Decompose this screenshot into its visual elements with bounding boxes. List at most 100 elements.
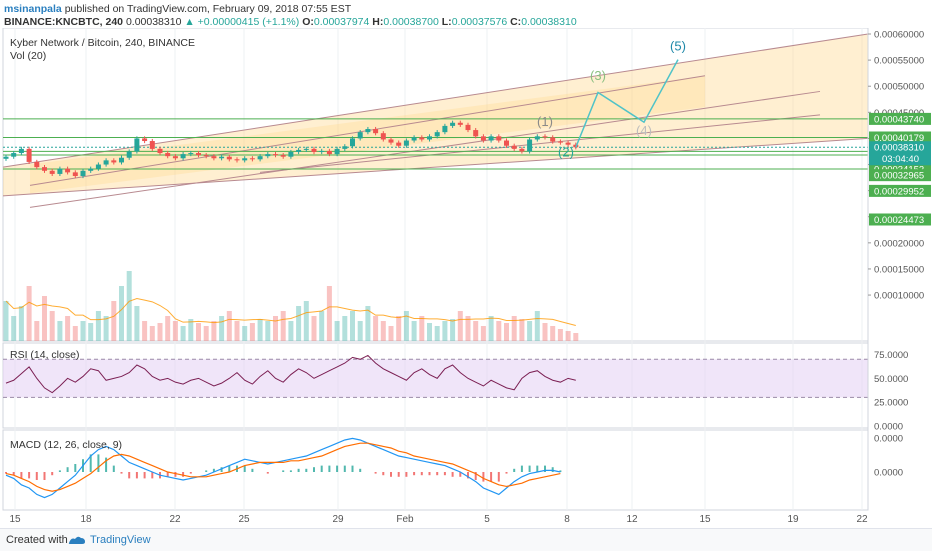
volume-bar bbox=[265, 321, 271, 341]
volume-bar bbox=[434, 326, 440, 341]
wave-label: (3) bbox=[590, 68, 606, 83]
volume-bar bbox=[142, 321, 148, 341]
volume-bar bbox=[319, 311, 325, 341]
volume-bar bbox=[180, 326, 186, 341]
candle-body bbox=[11, 153, 17, 157]
tradingview-brand-link[interactable]: TradingView bbox=[90, 534, 151, 546]
candle-body bbox=[365, 129, 371, 133]
candle-body bbox=[18, 148, 24, 154]
candle-body bbox=[380, 133, 386, 140]
time-axis-label: 15 bbox=[699, 514, 711, 525]
volume-title: Vol (20) bbox=[10, 50, 46, 62]
candle-body bbox=[172, 156, 178, 159]
time-axis-label: 15 bbox=[9, 514, 21, 525]
candle-body bbox=[303, 148, 309, 150]
rsi-axis-label: 0.0000 bbox=[874, 422, 903, 433]
price-tick-label: 0.00050000 bbox=[874, 82, 924, 93]
candle-body bbox=[542, 136, 548, 138]
candle-body bbox=[34, 161, 40, 168]
candle-body bbox=[334, 148, 340, 155]
level-label: 0.00043740 bbox=[874, 114, 924, 125]
low-label: L: bbox=[441, 16, 452, 28]
candle-body bbox=[550, 137, 556, 142]
footer-bar: Created with TradingView bbox=[0, 528, 932, 551]
candle-body bbox=[242, 158, 248, 161]
current-price-label: 0.00038310 bbox=[874, 143, 924, 154]
macd-title: MACD (12, 26, close, 9) bbox=[10, 439, 122, 451]
candle-body bbox=[388, 139, 394, 143]
chart-canvas[interactable]: (1) (2) (3) (4) (5) 0.00060000 0.00055000 0.00… bbox=[0, 28, 932, 528]
level-label-box bbox=[869, 213, 931, 226]
candle-body bbox=[95, 164, 101, 169]
candle-body bbox=[465, 124, 471, 131]
wave-label: (2) bbox=[558, 145, 574, 160]
time-axis-label: 25 bbox=[238, 514, 250, 525]
volume-bar bbox=[165, 316, 171, 341]
volume-bar bbox=[403, 311, 409, 341]
volume-bar bbox=[457, 311, 463, 341]
volume-bar bbox=[565, 331, 571, 341]
volume-bar bbox=[473, 321, 479, 341]
macd-line bbox=[5, 437, 561, 499]
level-label: 0.00024473 bbox=[874, 215, 924, 226]
last-price: 0.00038310 bbox=[125, 16, 182, 28]
high-value: 0.00038700 bbox=[383, 16, 439, 28]
volume-bar bbox=[504, 323, 509, 341]
symbol-label: BINANCE:KNCBTC, 240 bbox=[4, 16, 124, 28]
volume-bar bbox=[234, 321, 240, 341]
volume-bar bbox=[411, 321, 417, 341]
candle-body bbox=[72, 172, 78, 177]
author-link[interactable]: msinanpala bbox=[4, 3, 62, 15]
created-with-text: Created with bbox=[6, 534, 68, 546]
candle-body bbox=[88, 168, 94, 171]
volume-bar bbox=[557, 329, 563, 341]
volume-bar bbox=[519, 319, 525, 341]
candle-body bbox=[273, 154, 278, 156]
chart-header: msinanpala published on TradingView.com,… bbox=[0, 0, 932, 28]
rsi-title: RSI (14, close) bbox=[10, 349, 79, 361]
candle-body bbox=[119, 157, 124, 163]
publish-line: msinanpala published on TradingView.com,… bbox=[4, 3, 351, 15]
price-tick-label: 0.00060000 bbox=[874, 30, 924, 41]
candle-body bbox=[527, 139, 533, 152]
volume-bar bbox=[80, 321, 86, 341]
volume-bar bbox=[57, 321, 63, 341]
candle-body bbox=[249, 158, 255, 160]
candle-body bbox=[434, 132, 440, 137]
high-label: H: bbox=[372, 16, 384, 28]
volume-bar bbox=[249, 323, 255, 341]
volume-bar bbox=[450, 319, 456, 341]
price-tick-label: 0.00015000 bbox=[874, 264, 924, 275]
price-tick-label: 0.00055000 bbox=[874, 56, 924, 67]
candle-body bbox=[504, 140, 509, 146]
candle-body bbox=[134, 138, 140, 152]
open-label: O: bbox=[302, 16, 314, 28]
volume-bar bbox=[380, 321, 386, 341]
volume-bar bbox=[527, 321, 533, 341]
time-axis-label: 22 bbox=[856, 514, 868, 525]
macd-axis-label: 0.0000 bbox=[874, 468, 903, 479]
inner-channel bbox=[30, 75, 705, 194]
volume-bar bbox=[311, 316, 317, 341]
candle-body bbox=[319, 150, 325, 152]
time-axis-label: 8 bbox=[564, 514, 570, 525]
ohlc-line: BINANCE:KNCBTC, 240 0.00038310 ▲ +0.0000… bbox=[4, 16, 577, 28]
rsi-axis-label: 50.0000 bbox=[874, 374, 908, 385]
time-axis-label: 22 bbox=[169, 514, 181, 525]
volume-bar bbox=[3, 301, 9, 341]
price-change: +0.00000415 (+1.1%) bbox=[197, 16, 300, 28]
candle-body bbox=[211, 156, 217, 159]
volume-bar bbox=[226, 311, 232, 341]
candle-body bbox=[26, 148, 32, 162]
time-axis-label: Feb bbox=[396, 514, 414, 525]
level-label: 0.00032965 bbox=[874, 171, 924, 182]
volume-bar bbox=[72, 326, 78, 341]
candle-body bbox=[49, 170, 55, 174]
candle-body bbox=[534, 136, 540, 140]
candle-body bbox=[565, 142, 571, 145]
candle-body bbox=[427, 136, 432, 140]
current-price-box bbox=[869, 141, 931, 166]
volume-bar bbox=[326, 286, 332, 341]
candle-countdown: 03:04:40 bbox=[882, 154, 919, 165]
volume-bar bbox=[357, 321, 363, 341]
